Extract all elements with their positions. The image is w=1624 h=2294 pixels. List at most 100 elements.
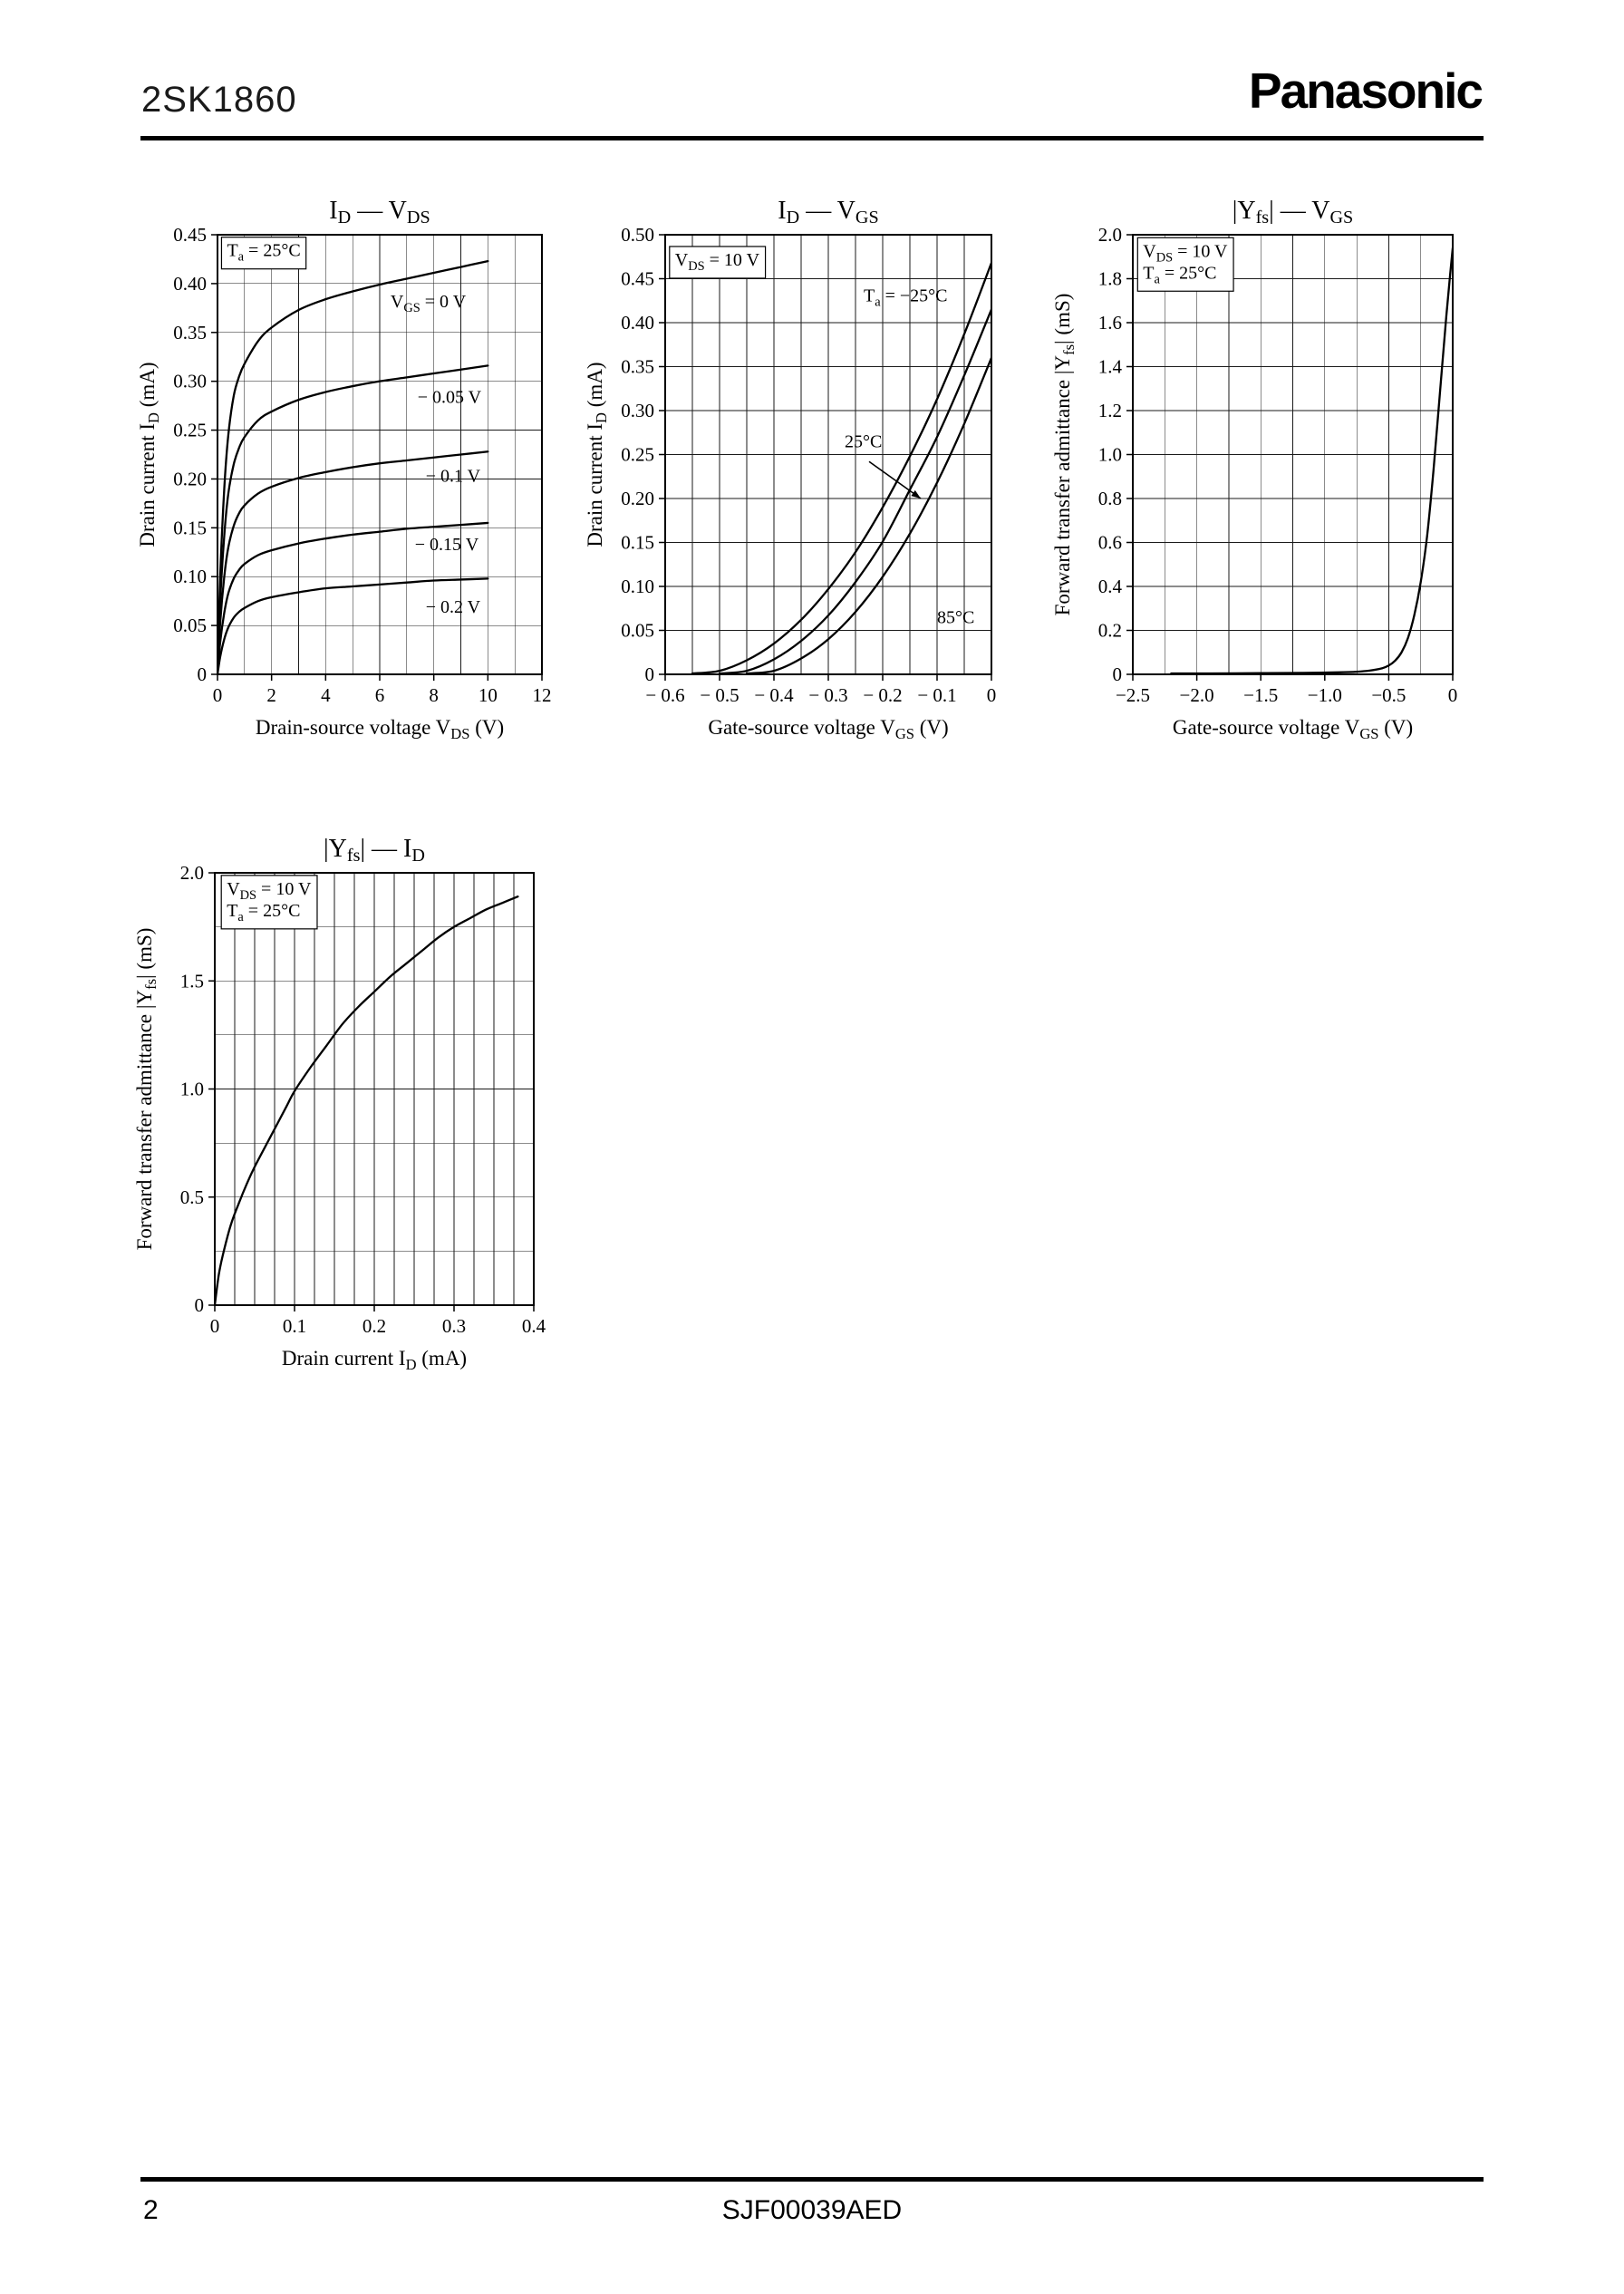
plot-grid [1133,235,1453,674]
x-tick-label: − 0.5 [700,684,739,706]
annotation-text: 25°C [845,432,882,452]
x-tick-label: − 0.6 [645,684,684,706]
annotation-text: Ta = 25°C [1143,263,1216,286]
chart-yfs-vgs: −2.5 −2.0 −1.5 −1.0 −0.5 0 0 0.2 0.4 0.6 0.8 1.0 1.2… [1051,197,1457,742]
x-tick-label: −1.0 [1308,684,1342,706]
y-tick-label: 1.5 [180,970,204,992]
annotation: − 0.15 V [415,535,479,555]
y-tick-label: 0.8 [1098,488,1122,509]
annotation-text: VDS = 10 V [227,879,312,903]
y-tick-label: 0.35 [621,356,654,378]
series-yfs [1170,247,1453,674]
y-tick-label: 0.20 [173,468,207,489]
plot-grid [218,235,542,674]
series-vgs-0-2-v [218,577,489,674]
annotation-box [669,246,767,279]
y-tick-label: 0.30 [173,371,207,392]
chart-title: ID — VGS [778,197,878,227]
annotation: − 0.2 V [426,597,481,617]
annotation-box [220,875,318,930]
plot-grid [215,873,534,1305]
annotation: VDS = 10 VTa = 25°C [220,875,318,930]
y-tick-label: 0.10 [173,566,207,587]
chart-yfs-id: 0 0.1 0.2 0.3 0.4 0 0.5 1.0 1.5 2.0 |Yfs| — ID Drai… [133,835,546,1373]
x-tick-label: − 0.1 [917,684,956,706]
axis-ticks: 0 0.1 0.2 0.3 0.4 0 0.5 1.0 1.5 2.0 [180,862,546,1337]
x-tick-label: −1.5 [1243,684,1278,706]
annotation: Ta = 25°C [220,237,307,270]
x-tick-label: 2 [266,684,276,706]
annotation-text: − 0.15 V [415,535,479,555]
series-vgs-0-v [218,259,489,674]
y-tick-label: 0 [645,663,655,685]
annotation-box [1136,237,1234,292]
y-tick-label: 0.35 [173,322,207,344]
annotation-text: − 0.05 V [418,387,482,407]
x-tick-label: −0.5 [1371,684,1406,706]
axis-ticks: − 0.6 − 0.5 − 0.4 − 0.3 − 0.2 − 0.1 0 0 0.05 0.10… [621,224,996,706]
series-vgs-0-1-v [218,450,489,674]
y-tick-label: 1.8 [1098,268,1122,290]
y-tick-label: 1.6 [1098,312,1122,334]
y-tick-label: 0.05 [621,620,654,642]
chart-id-vgs: − 0.6 − 0.5 − 0.4 − 0.3 − 0.2 − 0.1 0 0 0.05 0.10… [584,197,996,742]
x-tick-label: 0 [1448,684,1458,706]
y-tick-label: 0.25 [173,420,207,441]
y-tick-label: 0.2 [1098,620,1122,642]
annotation-text: − 0.2 V [426,597,481,617]
annotation-box [220,237,307,270]
y-tick-label: 0.15 [173,517,207,538]
x-tick-label: 0 [987,684,997,706]
x-tick-label: 0.2 [362,1315,386,1337]
y-tick-label: 1.4 [1098,356,1123,378]
x-tick-label: − 0.3 [808,684,847,706]
page-number: 2 [143,2195,159,2225]
x-axis-label: Gate-source voltage VGS (V) [708,716,948,742]
x-tick-label: 8 [429,684,439,706]
footer-rule [140,2177,1484,2182]
series-vgs-0-15-v [218,521,489,674]
annotation: − 0.05 V [418,387,482,407]
y-tick-label: 0 [198,663,208,685]
x-tick-label: 4 [321,684,331,706]
y-tick-label: 0.10 [621,576,654,597]
x-tick-label: 0 [210,1315,220,1337]
x-tick-label: 0.4 [522,1315,546,1337]
chart-title: |Yfs| — VGS [1232,197,1354,227]
x-tick-label: 12 [533,684,552,706]
annotation: VDS = 10 VTa = 25°C [1136,237,1234,292]
annotation: VGS = 0 V [391,292,467,315]
x-axis-label: Drain-source voltage VDS (V) [256,716,504,742]
y-tick-label: 0.40 [621,312,654,334]
y-axis-label: Drain current ID (mA) [136,362,162,547]
x-tick-label: 10 [478,684,498,706]
annotation: VDS = 10 V [669,246,767,279]
part-number: 2SK1860 [141,80,297,120]
series-yfs [215,895,519,1305]
annotation: − 0.1 V [426,467,481,487]
axis-ticks: 0 2 4 6 8 10 12 0 0.05 0.10 0.15 0.20 0.25 0.30 0.35 0.… [173,224,551,706]
chart-title: |Yfs| — ID [324,835,425,866]
x-tick-label: −2.5 [1116,684,1150,706]
x-tick-label: 6 [375,684,385,706]
axis-ticks: −2.5 −2.0 −1.5 −1.0 −0.5 0 0 0.2 0.4 0.6 0.8 1.0 1.2… [1098,224,1458,706]
header-rule [140,136,1484,140]
y-tick-label: 0.45 [621,268,654,290]
x-tick-label: 0.1 [283,1315,306,1337]
series-ta-25c [718,308,991,674]
plot-grid [665,235,991,674]
y-tick-label: 1.0 [180,1079,204,1100]
y-axis-label: Forward transfer admittance |Yfs| (mS) [133,928,160,1251]
y-tick-label: 0.6 [1098,532,1122,554]
annotation-text: VDS = 10 V [675,250,760,274]
series-vgs-0-05-v [218,364,489,674]
annotation-arrowhead [911,489,921,498]
y-tick-label: 2.0 [180,862,204,884]
y-tick-label: 0.45 [173,224,207,246]
y-tick-label: 1.2 [1098,400,1122,421]
y-tick-label: 0.25 [621,444,654,466]
series-ta-25c [691,261,991,674]
y-tick-label: 0.5 [180,1186,204,1208]
